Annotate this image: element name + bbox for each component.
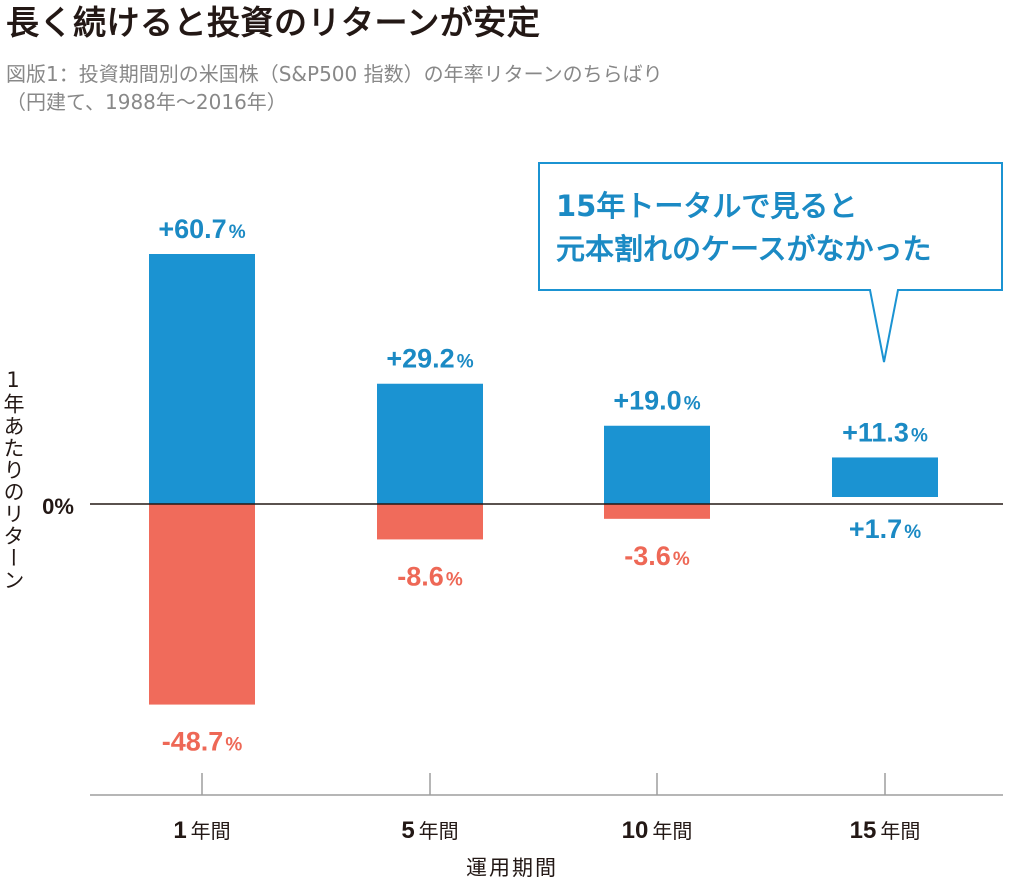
category-labels-layer: 1 年間 5 年間 10 年間 15 年間 [173, 817, 920, 844]
bar-range-15yr [832, 457, 938, 497]
callout-bubble: 15年トータルで見ると 元本割れのケースがなかった [538, 162, 1003, 363]
zero-label: 0% [42, 494, 74, 519]
bar-max-10yr [604, 425, 710, 504]
callout-shape [538, 162, 1003, 363]
value-labels-layer: +60.7 % -48.7 % +29.2 % -8.6 % +19.0 % -3.6 % +11.3%… [158, 214, 928, 757]
x-ticks-layer [201, 773, 886, 795]
category-label-5yr: 5 年間 [401, 817, 458, 844]
bar-min-5yr [377, 504, 483, 540]
bar-min-10yr [604, 504, 710, 519]
label-max-10yr: +19.0% [613, 386, 700, 416]
y-axis-label: 1年あたりのリターン [1, 368, 25, 591]
bar-max-5yr [377, 383, 483, 504]
callout-line-1: 15年トータルで見ると [556, 189, 857, 223]
label-max-1yr: +60.7% [158, 214, 245, 244]
chart-subtitle: 図版1：投資期間別の米国株（S&P500 指数）の年率リターンのちらばり （円建… [6, 60, 663, 116]
category-label-15yr: 15 年間 [850, 817, 921, 844]
chart-title: 長く続けると投資のリターンが安定 [6, 3, 541, 42]
label-max-15yr: +11.3% [842, 417, 928, 447]
label-min-5yr: -8.6% [397, 561, 463, 591]
bar-min-1yr [149, 504, 255, 705]
callout-line-2: 元本割れのケースがなかった [556, 232, 932, 266]
subtitle-line-2: （円建て、1988年〜2016年） [6, 90, 287, 114]
bars-layer [149, 254, 938, 705]
x-axis-label: 運用期間 [466, 856, 558, 880]
label-max-5yr: +29.2% [386, 344, 473, 374]
label-min-15yr: +1.7% [849, 514, 921, 544]
label-min-1yr: -48.7% [162, 727, 243, 757]
category-label-10yr: 10 年間 [622, 817, 693, 844]
label-min-10yr: -3.6% [624, 541, 690, 571]
subtitle-line-1: 図版1：投資期間別の米国株（S&P500 指数）の年率リターンのちらばり [6, 62, 663, 86]
category-label-1yr: 1 年間 [173, 817, 230, 844]
bar-max-1yr [149, 254, 255, 504]
